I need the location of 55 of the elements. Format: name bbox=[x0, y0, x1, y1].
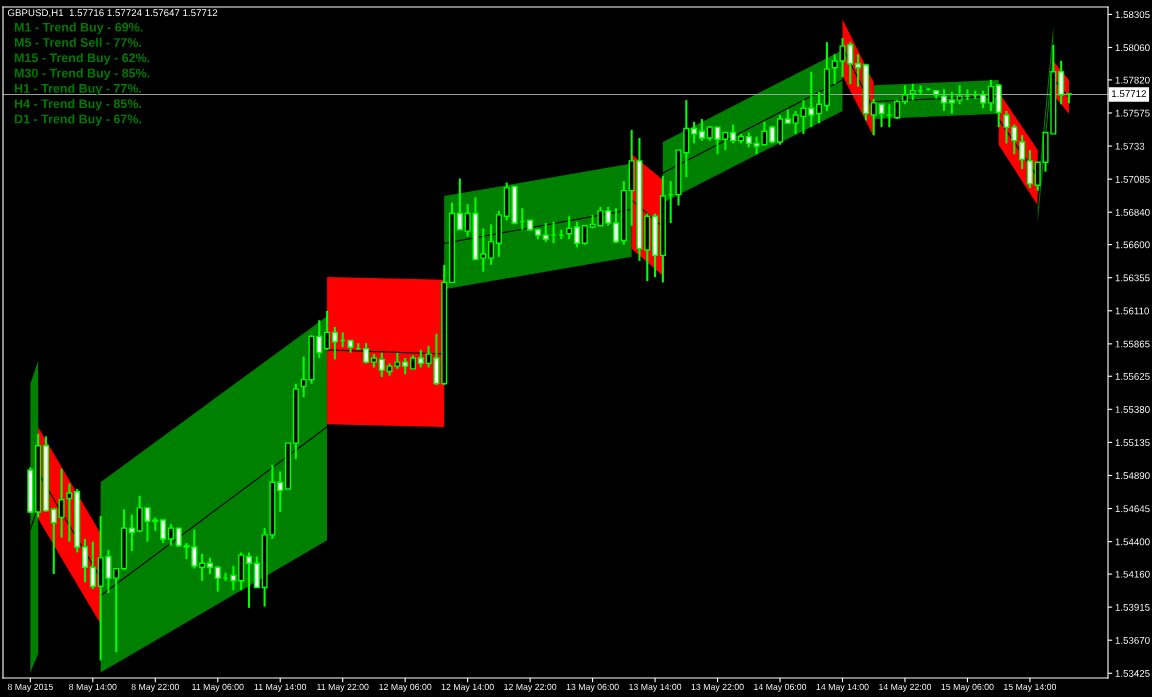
y-tick-label: 1.54645 bbox=[1115, 505, 1150, 513]
x-tick-label: 13 May 14:00 bbox=[629, 683, 682, 692]
y-tick-label: 1.56840 bbox=[1115, 208, 1150, 216]
x-tick-label: 11 May 22:00 bbox=[317, 683, 369, 692]
annotation: H1 - Trend Buy - 77%. bbox=[14, 83, 141, 96]
x-tick-label: 11 May 14:00 bbox=[254, 683, 307, 692]
annotation: M15 - Trend Buy - 62%. bbox=[14, 53, 150, 65]
x-tick-label: 13 May 22:00 bbox=[691, 683, 744, 692]
ref-line-label: 1.57712 bbox=[1112, 90, 1146, 98]
x-tick-label: 8 May 22:00 bbox=[131, 683, 180, 692]
x-tick-label: 11 May 06:00 bbox=[192, 683, 244, 692]
x-tick-label: 12 May 22:00 bbox=[504, 683, 557, 692]
y-tick-label: 1.56110 bbox=[1115, 307, 1149, 315]
y-tick-label: 1.58305 bbox=[1115, 11, 1150, 19]
y-tick-label: 1.55625 bbox=[1115, 372, 1150, 380]
y-tick-label: 1.54160 bbox=[1115, 570, 1150, 578]
y-tick-label: 1.57575 bbox=[1115, 109, 1150, 117]
y-tick-label: 1.58060 bbox=[1115, 44, 1150, 52]
x-tick-label: 12 May 14:00 bbox=[441, 683, 494, 692]
candlestick bbox=[89, 540, 96, 590]
x-tick-label: 13 May 06:00 bbox=[566, 683, 619, 692]
candlestick bbox=[81, 537, 89, 584]
x-tick-label: 15 May 06:00 bbox=[941, 683, 994, 692]
y-tick-label: 1.54890 bbox=[1115, 472, 1150, 480]
candlestick bbox=[378, 351, 385, 378]
x-tick-label: 15 May 14:00 bbox=[1004, 683, 1057, 692]
y-tick-label: 1.56600 bbox=[1115, 241, 1150, 249]
y-tick-label: 1.53915 bbox=[1115, 603, 1150, 611]
annotation: D1 - Trend Buy - 67%. bbox=[14, 114, 141, 126]
y-tick-label: 1.55380 bbox=[1115, 406, 1150, 413]
x-tick-label: 8 May 14:00 bbox=[69, 683, 117, 692]
annotation: M5 - Trend Sell - 77%. bbox=[14, 37, 142, 47]
candlestick bbox=[331, 325, 338, 361]
y-tick-label: 1.54400 bbox=[1115, 538, 1150, 546]
y-tick-label: 1.5733 bbox=[1115, 142, 1145, 150]
y-tick-label: 1.55865 bbox=[1115, 340, 1150, 348]
chart-title: GBPUSD,H1 1.57716 1.57724 1.57647 1.57712 bbox=[7, 9, 218, 18]
x-tick-label: 12 May 06:00 bbox=[379, 683, 432, 692]
candlestick bbox=[940, 88, 948, 112]
y-tick-label: 1.53670 bbox=[1115, 636, 1150, 644]
y-tick-label: 1.55135 bbox=[1115, 439, 1150, 447]
y-tick-label: 1.53425 bbox=[1115, 670, 1150, 677]
y-tick-label: 1.56355 bbox=[1115, 274, 1150, 282]
x-tick-label: 14 May 22:00 bbox=[879, 683, 932, 692]
annotation: M1 - Trend Buy - 69%. bbox=[14, 22, 143, 35]
candlestick bbox=[948, 91, 955, 115]
x-tick-label: 14 May 06:00 bbox=[754, 683, 807, 692]
y-tick-label: 1.57820 bbox=[1115, 76, 1150, 84]
x-tick-label: 14 May 14:00 bbox=[816, 683, 869, 692]
y-tick-label: 1.57085 bbox=[1115, 175, 1150, 183]
annotation: H4 - Trend Buy - 85%. bbox=[14, 98, 141, 111]
candlestick bbox=[50, 506, 57, 576]
x-tick-label: 8 May 2015 bbox=[7, 683, 53, 692]
candlestick bbox=[66, 482, 73, 543]
annotation: M30 - Trend Buy - 85%. bbox=[14, 68, 150, 80]
